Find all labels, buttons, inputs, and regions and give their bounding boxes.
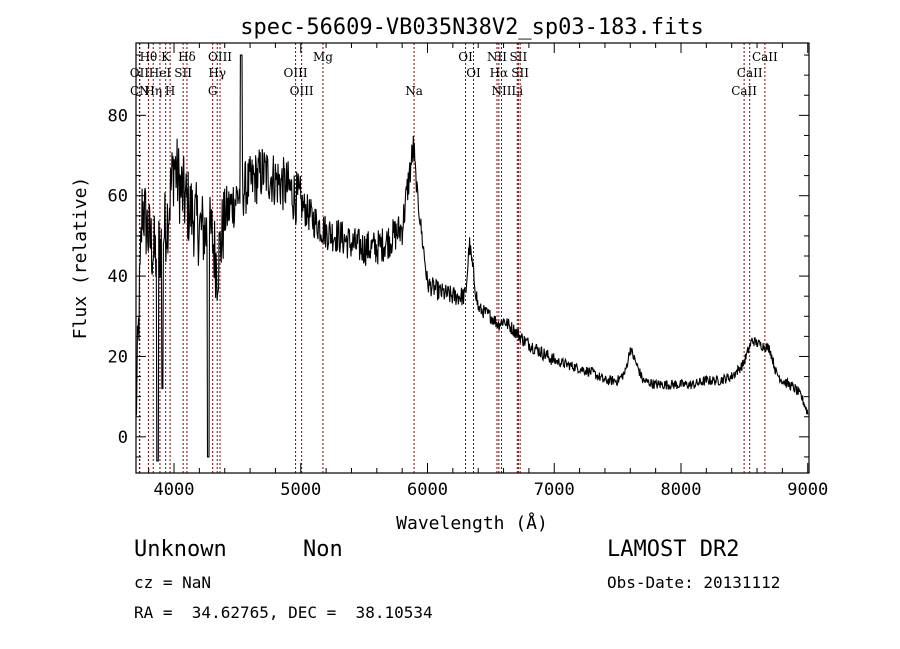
x-tick-label-5: 9000 [787, 480, 828, 500]
spectral-line-label: NII [492, 84, 512, 98]
spectral-line-label: Na [405, 84, 423, 98]
y-tick-label-2: 40 [108, 267, 128, 287]
spectral-line-label: SII [510, 50, 528, 64]
x-tick-label-1: 5000 [280, 480, 321, 500]
spectral-line-label: SII [511, 66, 529, 80]
x-tick-label-2: 6000 [407, 480, 448, 500]
spectral-line-label: NII [487, 50, 507, 64]
redshift-label: cz = NaN [134, 573, 212, 592]
x-tick-label-3: 7000 [534, 480, 575, 500]
spectral-line-label: CaII [731, 84, 757, 98]
spectrum-series [135, 54, 809, 462]
spectral-line-label: Hθ [140, 50, 158, 64]
spectral-line-label: CaII [737, 66, 763, 80]
spectral-line-label: K [161, 50, 171, 64]
spectral-line-label: Mg [313, 50, 333, 64]
spectral-line-label: Hα [490, 66, 509, 80]
spectral-line-label: OI [466, 66, 481, 80]
y-tick-label-0: 0 [118, 428, 128, 448]
spectral-line-label: HeI [149, 66, 172, 80]
survey-label: LAMOST DR2 [607, 537, 740, 562]
subclass-label: Non [303, 537, 343, 562]
spectral-line-label: Hδ [178, 50, 196, 64]
x-tick-label-4: 8000 [661, 480, 702, 500]
y-axis-label: Flux (relative) [70, 177, 91, 340]
spectral-line-markers [138, 43, 766, 473]
y-axis-ticks: 0 20 40 60 80 [108, 54, 809, 458]
y-tick-label-1: 20 [108, 347, 128, 367]
y-tick-label-4: 80 [108, 106, 128, 126]
spectral-line-label: OIII [208, 50, 232, 64]
x-axis-ticks: 4000 5000 6000 7000 8000 9000 [148, 43, 828, 500]
spectral-line-label: CN [130, 84, 150, 98]
class-label: Unknown [134, 537, 227, 562]
spectral-line-label: H [165, 84, 175, 98]
spectral-line-label: Li [511, 84, 523, 98]
spectral-line-label: OIII [290, 84, 314, 98]
spectral-line-label: Hγ [208, 66, 226, 80]
spectral-line-label: OIII [284, 66, 308, 80]
spectral-line-label: G [208, 84, 218, 98]
plot-frame [135, 42, 810, 474]
x-axis-label: Wavelength (Å) [396, 512, 548, 534]
obs-date-label: Obs-Date: 20131112 [607, 573, 781, 592]
x-tick-label-0: 4000 [154, 480, 195, 500]
spectral-line-label: OII [130, 66, 150, 80]
spectral-line-label: CaII [752, 50, 778, 64]
y-tick-label-3: 60 [108, 187, 128, 207]
spectral-line-label: Hη [144, 84, 162, 98]
coordinates-label: RA = 34.62765, DEC = 38.10534 [134, 603, 433, 622]
spectral-line-label: OI [458, 50, 473, 64]
chart-title: spec-56609-VB035N38V2_sp03-183.fits [240, 15, 704, 40]
spectral-line-label: SII [174, 66, 192, 80]
